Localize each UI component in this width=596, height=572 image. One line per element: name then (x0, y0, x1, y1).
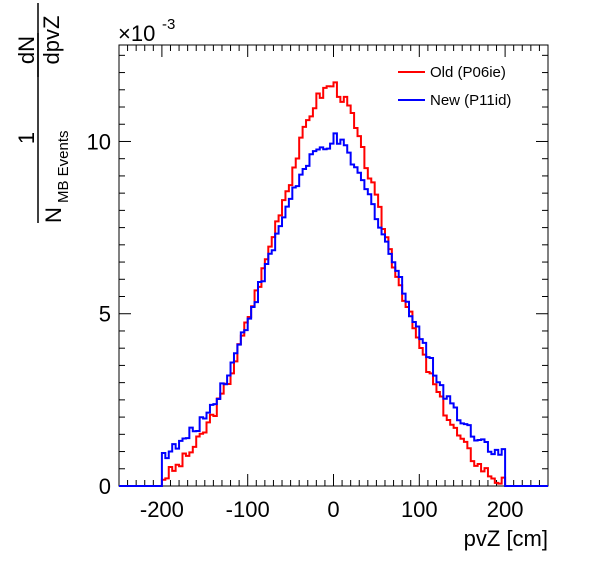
x-tick-label: 100 (401, 497, 438, 522)
y-exponent-power: -3 (162, 16, 175, 33)
y-title-n: N (41, 207, 66, 223)
y-title-dpvz: dpvZ (39, 16, 64, 65)
y-exponent: ×10 (118, 21, 155, 46)
series-line-new (119, 132, 548, 487)
legend-label-old: Old (P06ie) (430, 64, 506, 81)
y-axis-fraction: dN dpvZ (14, 3, 64, 77)
plot-frame (118, 44, 549, 487)
x-tick-label: -200 (140, 497, 184, 522)
y-tick-label: 0 (99, 474, 111, 499)
x-axis-title: pvZ [cm] (464, 526, 548, 551)
y-tick-label: 10 (87, 129, 111, 154)
x-tick-label: 200 (487, 497, 524, 522)
series-layer (119, 81, 548, 487)
x-tick-label: -100 (226, 497, 270, 522)
legend-label-new: New (P11id) (430, 92, 511, 109)
y-axis: 0 5 10 (87, 54, 548, 499)
legend: Old (P06ie) New (P11id) (398, 64, 511, 109)
x-tick-label: 0 (327, 497, 339, 522)
y-title-dn: dN (14, 36, 39, 64)
x-axis: -200 -100 0 100 200 (118, 45, 549, 522)
y-title-sub: MB Events (55, 130, 72, 203)
y-tick-label: 5 (99, 302, 111, 327)
y-title-one: 1 (14, 132, 39, 144)
